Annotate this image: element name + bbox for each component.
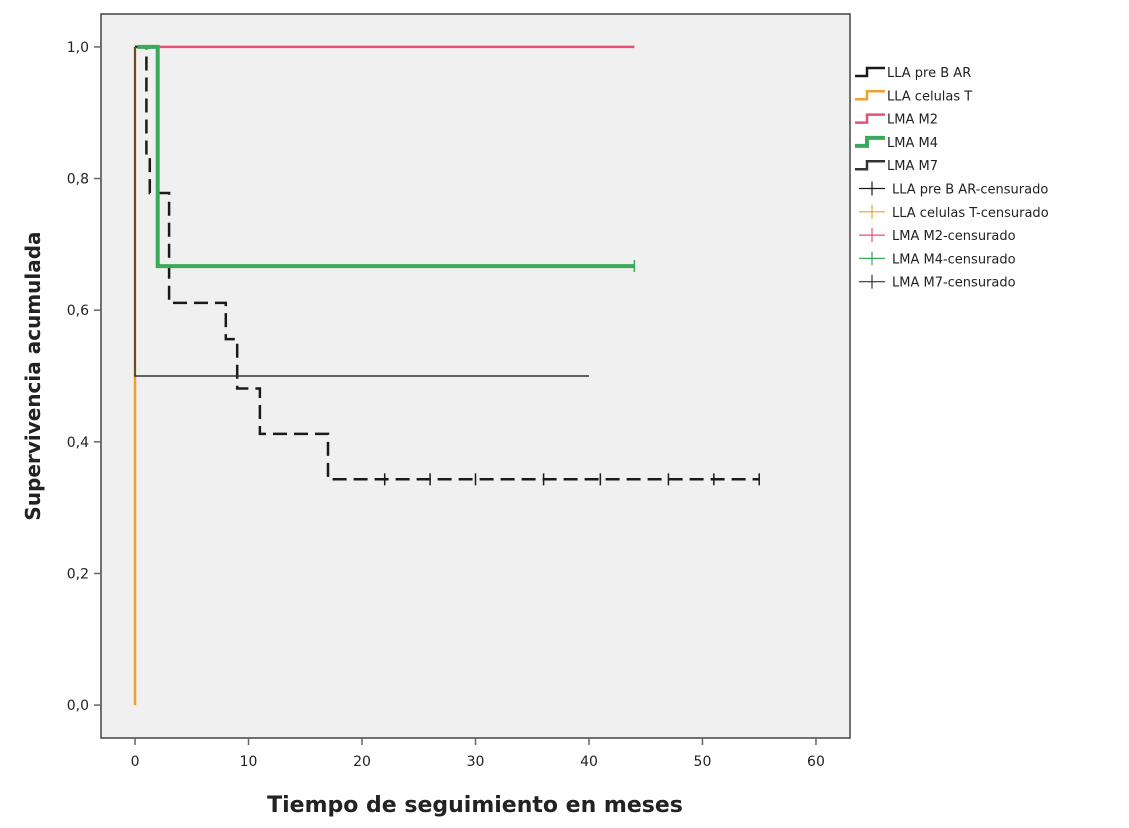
y-tick-label: 0,8 [67, 172, 89, 188]
legend-label: LLA pre B AR [887, 66, 971, 81]
legend-label: LMA M4 [887, 136, 938, 151]
y-tick-label: 0,6 [67, 303, 89, 319]
y-axis-label: Supervivencia acumulada [21, 231, 45, 520]
legend-label: LLA pre B AR-censurado [892, 183, 1048, 198]
series-line [137, 44, 635, 269]
legend-label: LMA M4-censurado [892, 252, 1016, 267]
y-axis: 0,0 0,2 0,4 0,6 0,8 1,0 [67, 40, 101, 714]
legend-label: LMA M2 [887, 113, 938, 128]
legend-symbol [855, 159, 885, 171]
y-tick-label: 1,0 [67, 40, 89, 56]
y-tick-label: 0,0 [67, 698, 89, 714]
x-tick-label: 40 [580, 754, 598, 770]
y-tick-label: 0,4 [67, 435, 89, 451]
x-tick-label: 50 [694, 754, 712, 770]
legend-symbol [855, 135, 885, 148]
y-tick-label: 0,2 [67, 566, 89, 582]
legend-label: LMA M7 [887, 159, 938, 174]
x-axis: 0 10 20 30 40 50 60 [131, 738, 825, 770]
series-layer [133, 44, 760, 706]
x-tick-label: 10 [240, 754, 258, 770]
legend-label: LLA celulas T [887, 89, 972, 104]
legend: LLA pre B AR LLA celulas T LMA M2 LMA M4 LMA… [855, 66, 1049, 291]
legend-label: LMA M7-censurado [892, 276, 1016, 291]
legend-symbol [855, 113, 885, 124]
legend-label: LMA M2-censurado [892, 229, 1016, 244]
x-tick-label: 20 [353, 754, 371, 770]
x-tick-label: 30 [467, 754, 485, 770]
legend-symbol [855, 66, 885, 78]
x-axis-label: Tiempo de seguimiento en meses [267, 793, 683, 818]
series-line [134, 46, 589, 377]
series-line [135, 45, 760, 481]
x-tick-label: 0 [131, 754, 140, 770]
legend-symbol [855, 90, 885, 101]
legend-label: LLA celulas T-censurado [892, 206, 1049, 221]
x-tick-label: 60 [807, 754, 825, 770]
